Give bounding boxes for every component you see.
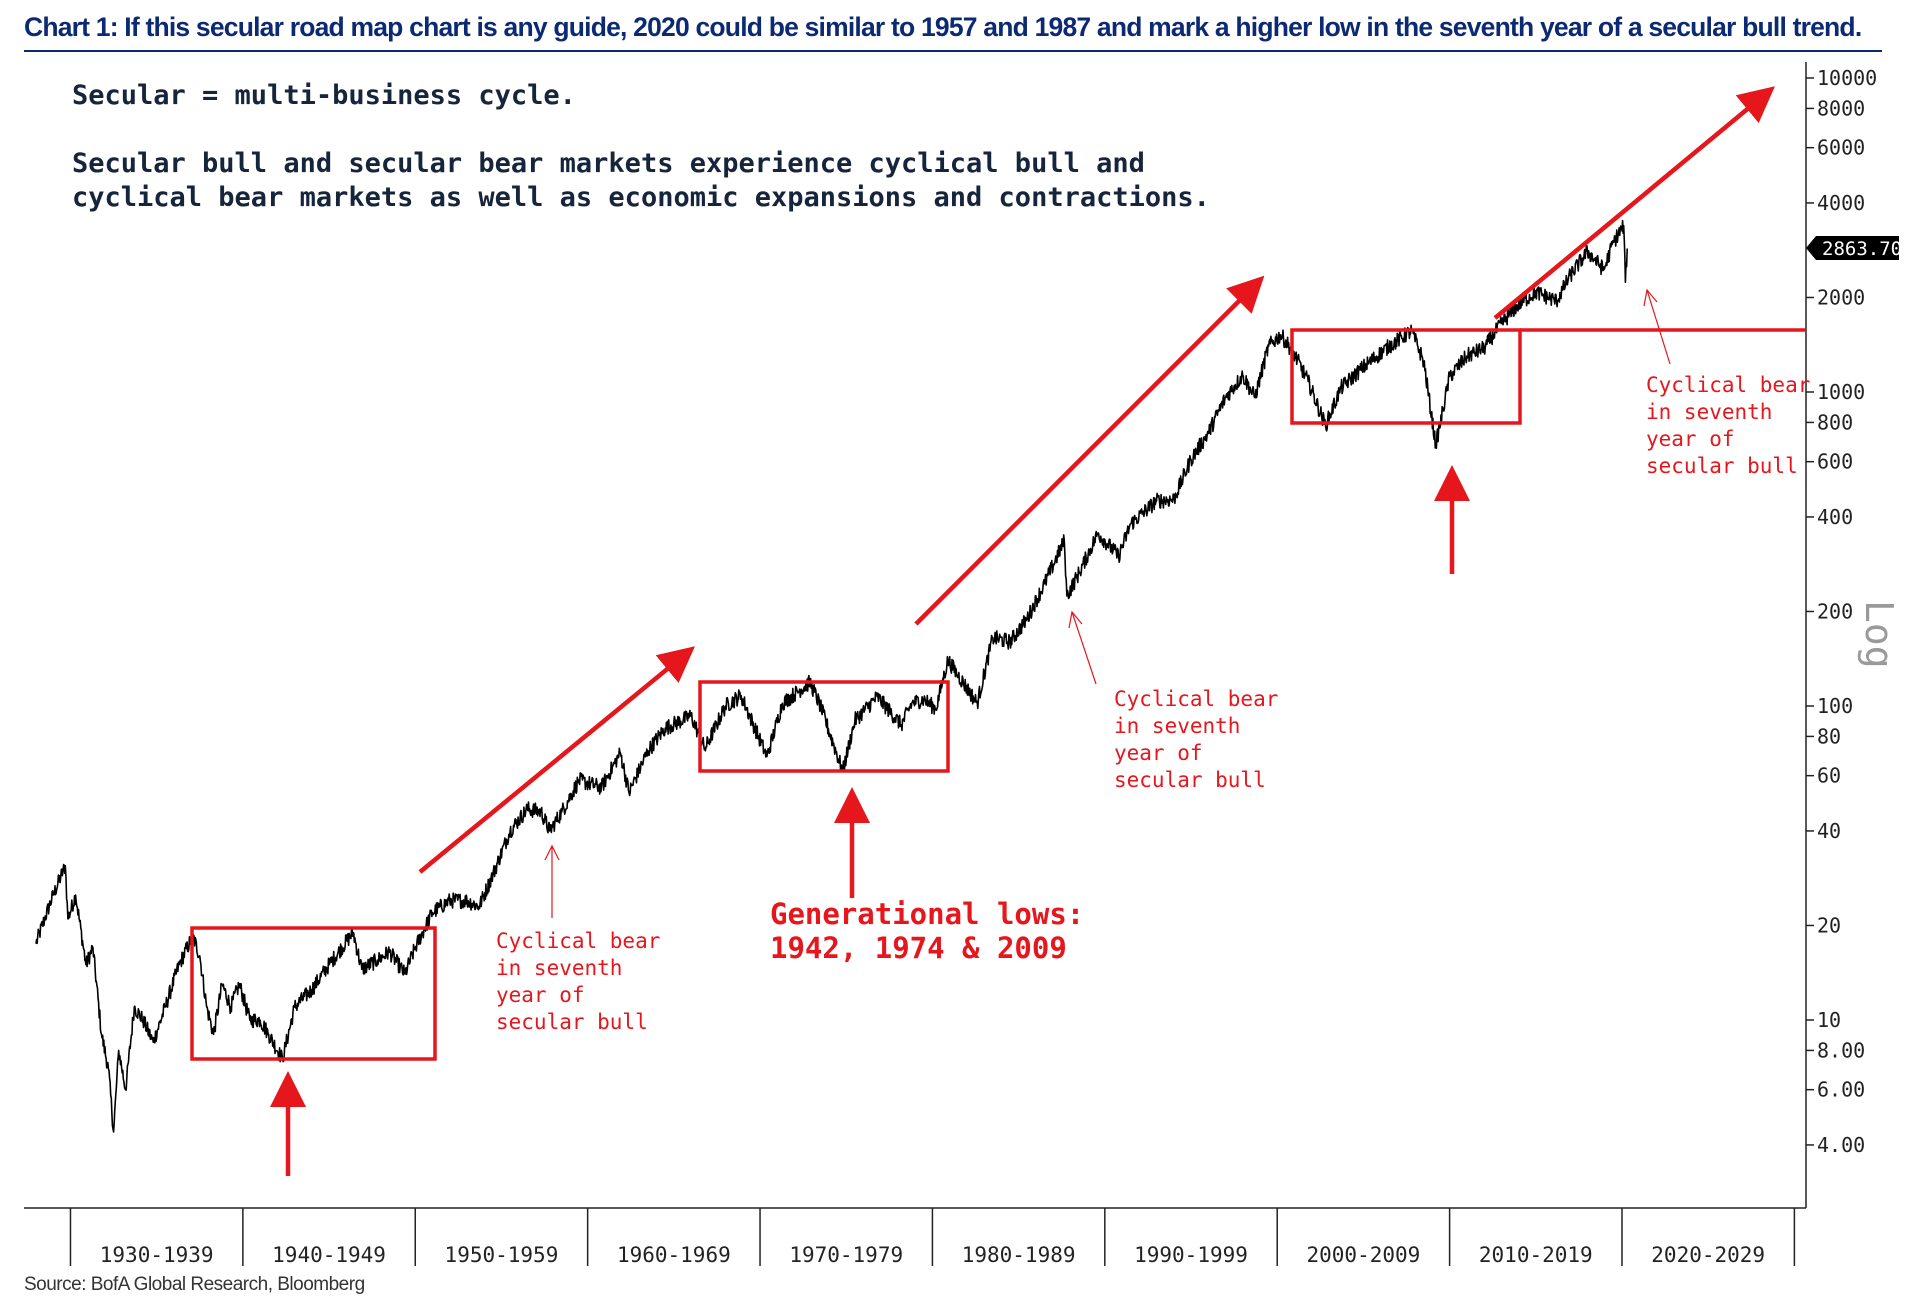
x-axis-ticks: 1930-1939 1940-1949 1950-1959 1960-1969 1970… <box>69 1208 1796 1267</box>
cyclical-bear-1987-line4: secular bull <box>1114 768 1266 792</box>
cyclical-bear-1957-line2: in seventh <box>496 956 622 980</box>
y-tick-label: 10000 <box>1817 66 1877 90</box>
y-tick-label: 20 <box>1817 913 1841 937</box>
y-axis-ticks: 10000 8000 6000 4000 2000 1000 800 600 400 200 100… <box>1806 66 1877 1157</box>
annotation-cyclical-bear-2020: Cyclical bear in seventh year of secular… <box>1646 373 1810 478</box>
x-tick-label: 2000-2009 <box>1307 1243 1421 1267</box>
cyclical-bear-2020-line2: in seventh <box>1646 400 1772 424</box>
x-tick-label: 2020-2029 <box>1651 1243 1765 1267</box>
cyclical-bear-1987-line3: year of <box>1114 741 1203 765</box>
source-note: Source: BofA Global Research, Bloomberg <box>24 1274 365 1295</box>
cyclical-bear-1987-line2: in seventh <box>1114 714 1240 738</box>
y-tick-label: 800 <box>1817 410 1853 434</box>
y-tick-label: 100 <box>1817 694 1853 718</box>
y-tick-label: 200 <box>1817 599 1853 623</box>
secular-bear-box-2000 <box>1290 328 1522 425</box>
secular-bear-box-1966 <box>698 680 950 773</box>
y-tick-label: 40 <box>1817 819 1841 843</box>
cyclical-bear-1957-line1: Cyclical bear <box>496 929 660 953</box>
x-tick-label: 1930-1939 <box>100 1243 214 1267</box>
secular-bull-arrow-1980s <box>914 275 1265 626</box>
secular-bull-arrow-2010s <box>1493 86 1775 320</box>
secular-bear-box-1937 <box>190 926 437 1061</box>
annotation-secular-definition: Secular = multi-business cycle. <box>72 80 576 111</box>
y-tick-label: 6.00 <box>1817 1078 1865 1102</box>
y-tick-label: 1000 <box>1817 380 1865 404</box>
annotation-secular-note-line2: cyclical bear markets as well as economi… <box>72 182 1210 213</box>
y-tick-label: 4000 <box>1817 191 1865 215</box>
y-tick-label: 60 <box>1817 764 1841 788</box>
last-value-label: 2863.70 <box>1822 238 1902 260</box>
x-tick-label: 1960-1969 <box>617 1243 731 1267</box>
cyclical-bear-2020-line3: year of <box>1646 427 1735 451</box>
axis-scale-label: Log <box>1857 600 1901 669</box>
x-tick-label: 2010-2019 <box>1479 1243 1593 1267</box>
cyclical-bear-1957-line3: year of <box>496 983 585 1007</box>
cyclical-bear-2020-line1: Cyclical bear <box>1646 373 1810 397</box>
y-tick-label: 400 <box>1817 505 1853 529</box>
secular-bull-arrow-1950s <box>418 646 695 874</box>
sp500-series-line <box>35 219 1628 1133</box>
annotation-generational-lows-line1: Generational lows: <box>770 897 1084 931</box>
x-tick-label: 1980-1989 <box>962 1243 1076 1267</box>
title-rule <box>24 50 1882 52</box>
chart-svg: 10000 8000 6000 4000 2000 1000 800 600 400 200 100… <box>24 62 1902 1267</box>
cyclical-bear-arrow-1987 <box>1068 610 1097 685</box>
x-tick-label: 1990-1999 <box>1134 1243 1248 1267</box>
y-tick-label: 80 <box>1817 724 1841 748</box>
y-tick-label: 4.00 <box>1817 1133 1865 1157</box>
y-tick-label: 10 <box>1817 1008 1841 1032</box>
cyclical-bear-2020-line4: secular bull <box>1646 454 1798 478</box>
cyclical-bear-arrow-2020 <box>1643 288 1671 365</box>
cyclical-bear-arrow-1957 <box>544 844 560 918</box>
y-tick-label: 600 <box>1817 450 1853 474</box>
annotation-cyclical-bear-1987: Cyclical bear in seventh year of secular… <box>1114 687 1278 792</box>
chart-title: Chart 1: If this secular road map chart … <box>24 12 1862 42</box>
y-tick-label: 2000 <box>1817 285 1865 309</box>
annotation-generational-lows-line2: 1942, 1974 & 2009 <box>770 931 1067 965</box>
y-tick-label: 6000 <box>1817 136 1865 160</box>
cyclical-bear-1987-line1: Cyclical bear <box>1114 687 1278 711</box>
annotation-secular-note-line1: Secular bull and secular bear markets ex… <box>72 148 1145 179</box>
cyclical-bear-1957-line4: secular bull <box>496 1010 648 1034</box>
x-tick-label: 1940-1949 <box>272 1243 386 1267</box>
x-tick-label: 1970-1979 <box>789 1243 903 1267</box>
x-tick-label: 1950-1959 <box>445 1243 559 1267</box>
annotation-cyclical-bear-1957: Cyclical bear in seventh year of secular… <box>496 929 660 1034</box>
y-tick-label: 8000 <box>1817 96 1865 120</box>
last-value-marker: 2863.70 <box>1806 236 1902 260</box>
y-tick-label: 8.00 <box>1817 1038 1865 1062</box>
